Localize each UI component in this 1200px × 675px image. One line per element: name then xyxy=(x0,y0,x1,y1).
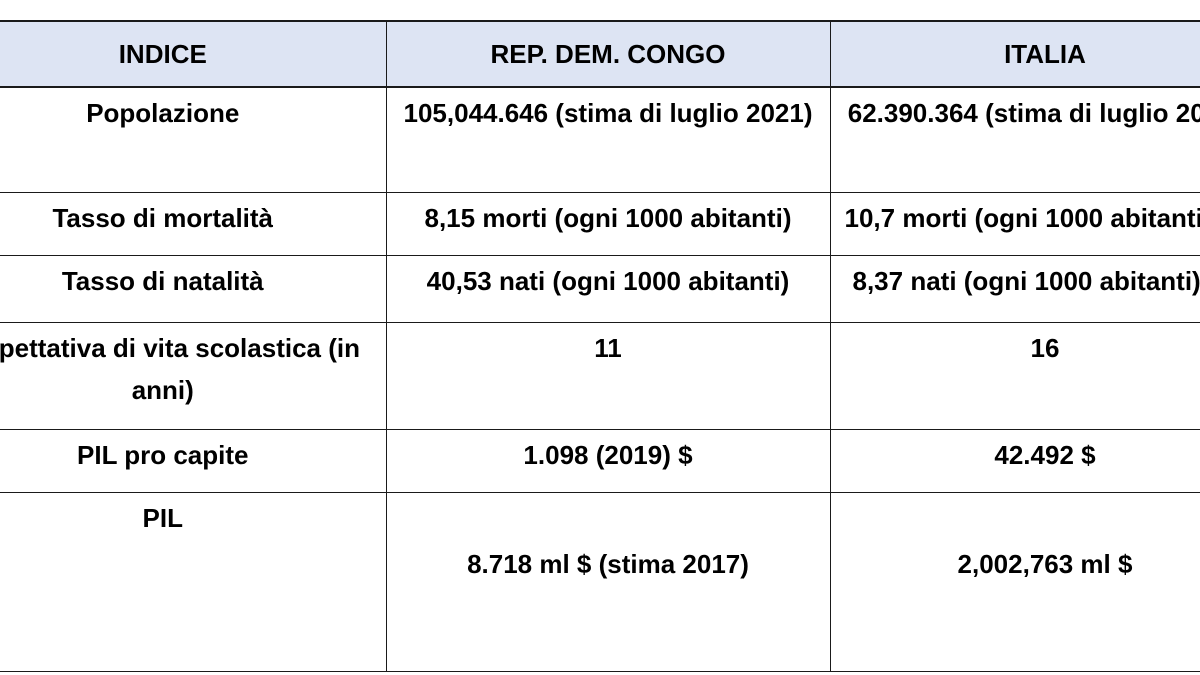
table-header-row: INDICE REP. DEM. CONGO ITALIA xyxy=(0,20,1200,88)
table-row: PIL pro capite 1.098 (2019) $ 42.492 $ xyxy=(0,429,1200,493)
header-congo: REP. DEM. CONGO xyxy=(385,20,831,88)
row-label: Popolazione xyxy=(0,86,387,193)
table-row: Tasso di natalità 40,53 nati (ogni 1000 … xyxy=(0,255,1200,323)
congo-value: 105,044.646 (stima di luglio 2021) xyxy=(385,86,831,193)
congo-value: 11 xyxy=(385,322,831,430)
row-label: PIL xyxy=(0,492,387,672)
table-row: Popolazione 105,044.646 (stima di luglio… xyxy=(0,86,1200,193)
congo-value: 8.718 ml $ (stima 2017) xyxy=(385,492,831,672)
header-indice: INDICE xyxy=(0,20,387,88)
italia-value: 16 xyxy=(829,322,1200,430)
comparison-table-wrapper: INDICE REP. DEM. CONGO ITALIA Popolazion… xyxy=(0,20,1200,672)
header-italia: ITALIA xyxy=(829,20,1200,88)
table-row: PIL 8.718 ml $ (stima 2017) 2,002,763 ml… xyxy=(0,492,1200,672)
italia-value: 62.390.364 (stima di luglio 2021) xyxy=(829,86,1200,193)
italia-value: 2,002,763 ml $ xyxy=(829,492,1200,672)
italia-value: 10,7 morti (ogni 1000 abitanti) xyxy=(829,192,1200,256)
row-label: Tasso di mortalità xyxy=(0,192,387,256)
table-row: Aspettativa di vita scolastica (in anni)… xyxy=(0,322,1200,430)
row-label: Tasso di natalità xyxy=(0,255,387,323)
congo-value: 1.098 (2019) $ xyxy=(385,429,831,493)
row-label: Aspettativa di vita scolastica (in anni) xyxy=(0,322,387,430)
italia-value: 8,37 nati (ogni 1000 abitanti) xyxy=(829,255,1200,323)
congo-value: 40,53 nati (ogni 1000 abitanti) xyxy=(385,255,831,323)
table-row: Tasso di mortalità 8,15 morti (ogni 1000… xyxy=(0,192,1200,256)
congo-value: 8,15 morti (ogni 1000 abitanti) xyxy=(385,192,831,256)
comparison-table: INDICE REP. DEM. CONGO ITALIA Popolazion… xyxy=(0,20,1200,672)
row-label: PIL pro capite xyxy=(0,429,387,493)
italia-value: 42.492 $ xyxy=(829,429,1200,493)
